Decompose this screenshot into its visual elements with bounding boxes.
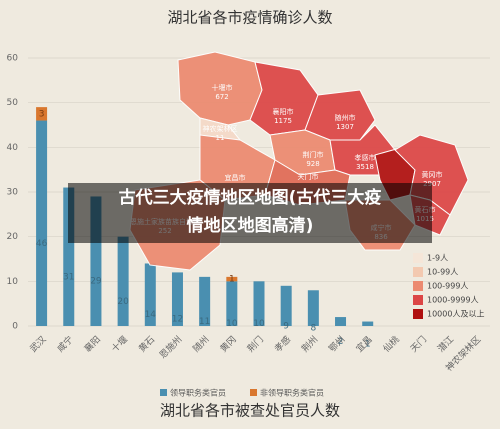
map-legend-label: 1-9人 [427, 254, 448, 263]
x-tick-label: 仙桃 [381, 333, 402, 354]
map-legend-label: 100-999人 [427, 282, 468, 291]
region-value: 1175 [274, 117, 292, 125]
bar [36, 107, 48, 121]
bar [144, 263, 156, 326]
region-name: 孝感市 [355, 153, 376, 162]
legend-swatch [250, 389, 257, 396]
y-tick-label: 0 [12, 322, 18, 332]
x-tick-label: 潜江 [435, 333, 456, 354]
region-value: 11 [216, 134, 225, 142]
data-label: 1 [229, 275, 235, 285]
map-legend-swatch [413, 281, 423, 291]
map-legend-label: 10-99人 [427, 268, 458, 277]
data-label: 10 [226, 319, 238, 329]
data-label: 3 [39, 109, 45, 119]
x-tick-label: 黄石 [136, 333, 157, 354]
x-tick-label: 武汉 [27, 333, 48, 354]
bar [280, 285, 292, 326]
bar [171, 272, 183, 326]
data-label: 2 [338, 337, 344, 347]
map-legend-swatch [413, 253, 423, 263]
legend-swatch [160, 389, 167, 396]
legend-label: 非领导职务类官员 [260, 388, 324, 398]
bar [226, 281, 238, 326]
data-label: 29 [90, 277, 102, 287]
data-label: 11 [199, 317, 210, 327]
data-label: 12 [172, 315, 183, 325]
x-tick-label: 宜昌 [353, 333, 374, 354]
region-name: 随州市 [335, 113, 356, 122]
y-tick-label: 60 [7, 54, 19, 64]
x-tick-label: 天门 [408, 333, 429, 354]
region-value: 1307 [336, 123, 354, 131]
x-tick-label: 荆门 [245, 333, 266, 354]
y-tick-label: 50 [7, 98, 19, 108]
map-legend-swatch [413, 295, 423, 305]
data-label: 14 [145, 310, 157, 320]
map-title: 湖北省各市疫情确诊人数 [167, 9, 332, 27]
region-name: 宜昌市 [225, 173, 246, 182]
x-tick-label: 孝感 [272, 333, 293, 354]
data-label: 9 [283, 321, 289, 331]
region-value: 3518 [356, 163, 374, 171]
region-name: 天门市 [298, 172, 319, 181]
map-legend-swatch [413, 309, 423, 319]
data-label: 31 [63, 272, 74, 282]
data-label: 1 [365, 339, 371, 349]
bar [63, 187, 75, 326]
region-name: 十堰市 [212, 83, 233, 92]
bar [362, 321, 374, 326]
bar [90, 196, 102, 326]
map-legend-label: 10000人及以上 [427, 310, 484, 319]
map-legend-swatch [413, 267, 423, 277]
region-name: 黄冈市 [422, 170, 443, 179]
bar [307, 290, 319, 326]
data-label: 8 [310, 324, 316, 334]
x-tick-label: 十堰 [109, 333, 130, 354]
map-legend-label: 1000-9999人 [427, 296, 479, 305]
banner-text: 情地区地图高清) [187, 215, 314, 236]
region-value: 672 [215, 93, 228, 101]
x-tick-label: 襄阳 [82, 333, 103, 354]
y-tick-label: 40 [7, 143, 19, 153]
banner-text: 古代三大疫情地区地图(古代三大疫 [119, 187, 382, 208]
data-label: 46 [36, 239, 48, 249]
legend-label: 领导职务类官员 [170, 388, 226, 398]
bar [253, 281, 265, 326]
bar [226, 276, 238, 282]
x-tick-label: 咸宁 [54, 333, 75, 354]
x-tick-label: 鄂州 [327, 334, 348, 355]
y-tick-label: 20 [7, 232, 19, 242]
bar [36, 120, 48, 327]
region-name: 荆门市 [303, 150, 324, 159]
x-tick-label: 随州 [190, 333, 211, 354]
bar [199, 276, 211, 326]
data-label: 20 [117, 297, 129, 307]
bar [117, 236, 129, 326]
data-label: 10 [253, 319, 265, 329]
region-name: 襄阳市 [273, 107, 294, 116]
chart-title: 湖北省各市被查处官员人数 [160, 402, 340, 420]
banner-bg [68, 183, 432, 243]
x-tick-label: 恩施州 [157, 333, 185, 361]
region-name: 神农架林区 [203, 124, 238, 133]
region-value: 928 [306, 160, 319, 168]
y-tick-label: 30 [7, 188, 19, 198]
bar [335, 317, 347, 326]
x-tick-label: 黄冈 [217, 333, 238, 354]
x-tick-label: 荆州 [299, 333, 320, 354]
y-tick-label: 10 [7, 277, 19, 287]
